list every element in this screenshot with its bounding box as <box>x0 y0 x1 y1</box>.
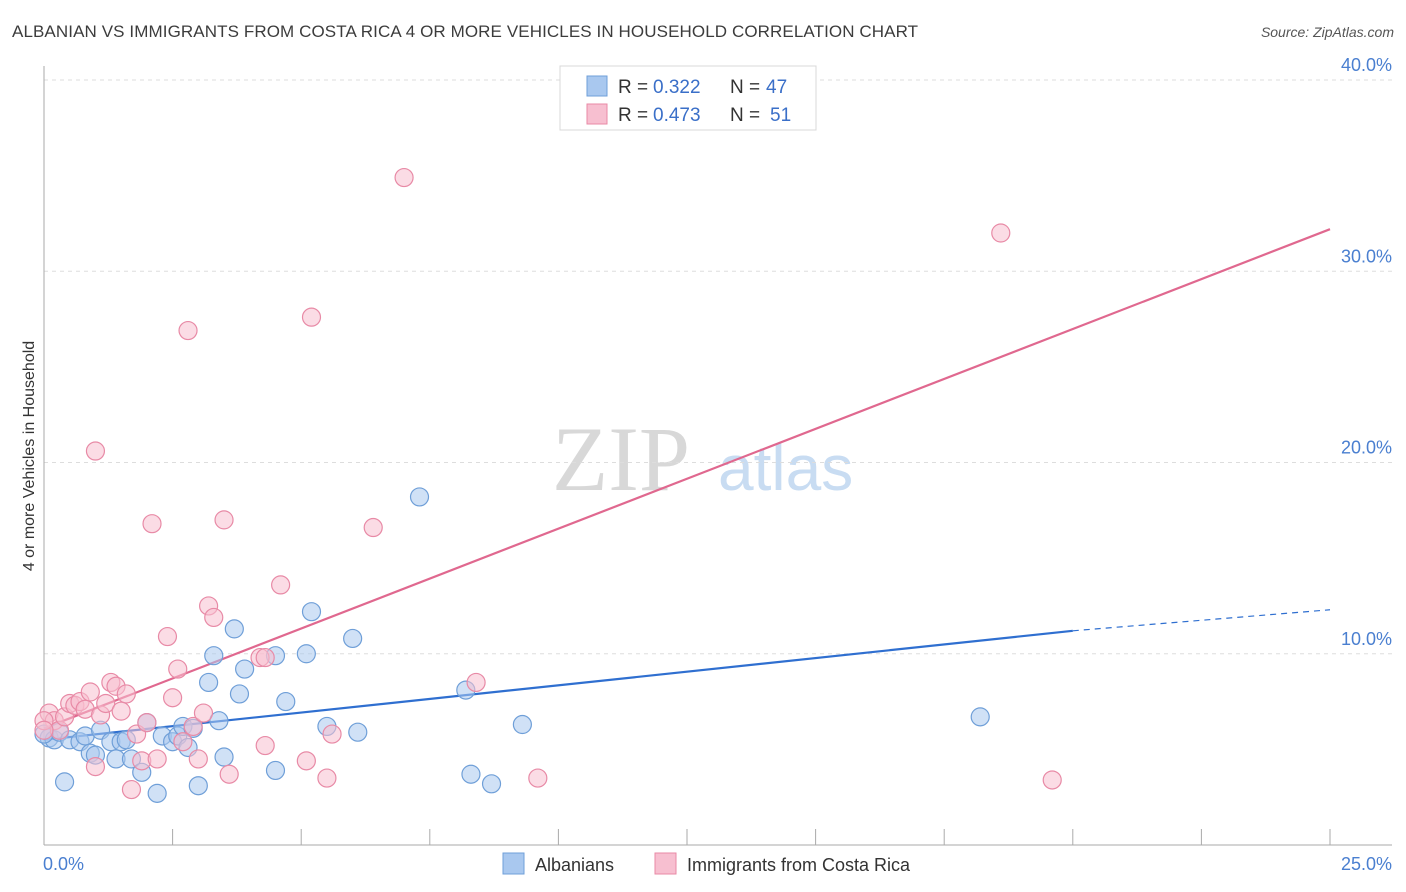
point-costa-rica-29 <box>193 703 214 723</box>
legend-n-value-1: 47 <box>766 77 787 98</box>
point-albanians-40 <box>409 487 430 507</box>
point-albanians-31 <box>235 659 255 679</box>
point-costa-rica-15 <box>116 684 136 704</box>
y-tick-labels: 10.0% 20.0% 30.0% 40.0% <box>1341 55 1392 649</box>
y-tick-label-1: 20.0% <box>1341 438 1392 458</box>
point-albanians-29 <box>224 619 244 639</box>
legend-r-label-1: R = <box>618 77 648 98</box>
point-albanians-42 <box>461 764 481 784</box>
trend-line-extension-albanians <box>1072 609 1331 632</box>
bottom-legend-swatch-albanians <box>502 852 525 875</box>
point-costa-rica-16 <box>121 779 142 800</box>
y-tick-label-2: 30.0% <box>1341 246 1392 266</box>
point-albanians-43 <box>481 774 502 794</box>
point-costa-rica-44 <box>528 768 548 788</box>
gridlines <box>44 79 1392 655</box>
x-tick-label-min: 0.0% <box>43 854 84 874</box>
legend-swatch-costa-rica <box>586 103 608 125</box>
point-albanians-24 <box>188 776 208 796</box>
point-costa-rica-45 <box>991 223 1011 243</box>
legend-n-value-2: 51 <box>770 105 791 126</box>
x-tick-label-max: 25.0% <box>1341 854 1392 874</box>
point-costa-rica-24 <box>168 659 188 679</box>
point-albanians-39 <box>348 722 368 742</box>
point-costa-rica-20 <box>142 514 162 534</box>
data-points <box>34 167 1062 803</box>
point-costa-rica-14 <box>111 701 131 721</box>
point-costa-rica-50 <box>255 647 275 668</box>
bottom-legend-swatch-costa-rica <box>654 852 677 875</box>
bottom-legend-albanians: Albanians <box>535 855 614 875</box>
point-costa-rica-31 <box>204 607 224 628</box>
point-albanians-38 <box>343 628 363 649</box>
point-costa-rica-23 <box>163 688 183 708</box>
chart-source: Source: ZipAtlas.com <box>1260 24 1394 40</box>
point-costa-rica-43 <box>466 672 486 693</box>
point-costa-rica-33 <box>219 764 239 784</box>
point-costa-rica-36 <box>271 575 291 595</box>
point-costa-rica-25 <box>173 732 193 752</box>
point-albanians-32 <box>265 760 286 781</box>
legend-r-label-2: R = <box>618 105 648 126</box>
point-albanians-35 <box>296 644 316 664</box>
point-albanians-44 <box>512 714 532 735</box>
point-costa-rica-28 <box>188 749 208 769</box>
watermark-atlas: atlas <box>718 432 853 504</box>
watermark-zip: ZIP <box>552 408 690 510</box>
point-costa-rica-46 <box>1042 770 1062 790</box>
legend-r-value-2: 0.473 <box>653 105 701 126</box>
point-costa-rica-27 <box>183 716 203 737</box>
point-costa-rica-19 <box>137 712 157 733</box>
point-albanians-36 <box>301 602 322 622</box>
point-costa-rica-21 <box>147 749 167 769</box>
point-albanians-28 <box>214 747 234 767</box>
point-costa-rica-39 <box>317 768 337 788</box>
point-costa-rica-8 <box>80 682 100 702</box>
point-albanians-27 <box>209 711 229 731</box>
point-albanians-30 <box>229 684 250 704</box>
y-tick-label-3: 40.0% <box>1341 55 1392 75</box>
point-albanians-17 <box>147 783 167 803</box>
point-albanians-25 <box>199 672 219 693</box>
point-costa-rica-32 <box>214 510 234 530</box>
bottom-legend-costa-rica: Immigrants from Costa Rica <box>687 855 911 875</box>
point-costa-rica-38 <box>301 307 322 327</box>
point-costa-rica-40 <box>322 724 342 744</box>
legend-r-value-1: 0.322 <box>653 77 701 98</box>
point-costa-rica-37 <box>296 751 316 771</box>
point-albanians-34 <box>276 691 296 712</box>
trend-line-costa-rica <box>43 228 1331 730</box>
legend-n-label-1: N = <box>730 77 760 98</box>
chart-title: ALBANIAN VS IMMIGRANTS FROM COSTA RICA 4… <box>12 22 919 41</box>
point-costa-rica-49 <box>85 441 106 461</box>
y-tick-label-0: 10.0% <box>1341 629 1392 649</box>
point-costa-rica-35 <box>255 735 275 756</box>
point-costa-rica-9 <box>85 756 106 777</box>
point-costa-rica-42 <box>394 167 414 188</box>
point-albanians-3 <box>54 772 75 792</box>
watermark: ZIP atlas <box>552 408 853 510</box>
point-costa-rica-41 <box>363 517 383 538</box>
legend-n-label-2: N = <box>730 105 760 126</box>
legend-swatch-albanians <box>586 75 608 97</box>
point-costa-rica-22 <box>157 626 178 647</box>
point-albanians-45 <box>970 707 990 727</box>
point-costa-rica-11 <box>96 693 116 714</box>
point-albanians-26 <box>204 646 224 666</box>
point-costa-rica-48 <box>34 720 54 740</box>
point-costa-rica-26 <box>178 320 198 341</box>
bottom-legend: Albanians Immigrants from Costa Rica <box>502 852 911 875</box>
legend: R = 0.322 N = 47 R = 0.473 N = 51 <box>559 65 817 131</box>
